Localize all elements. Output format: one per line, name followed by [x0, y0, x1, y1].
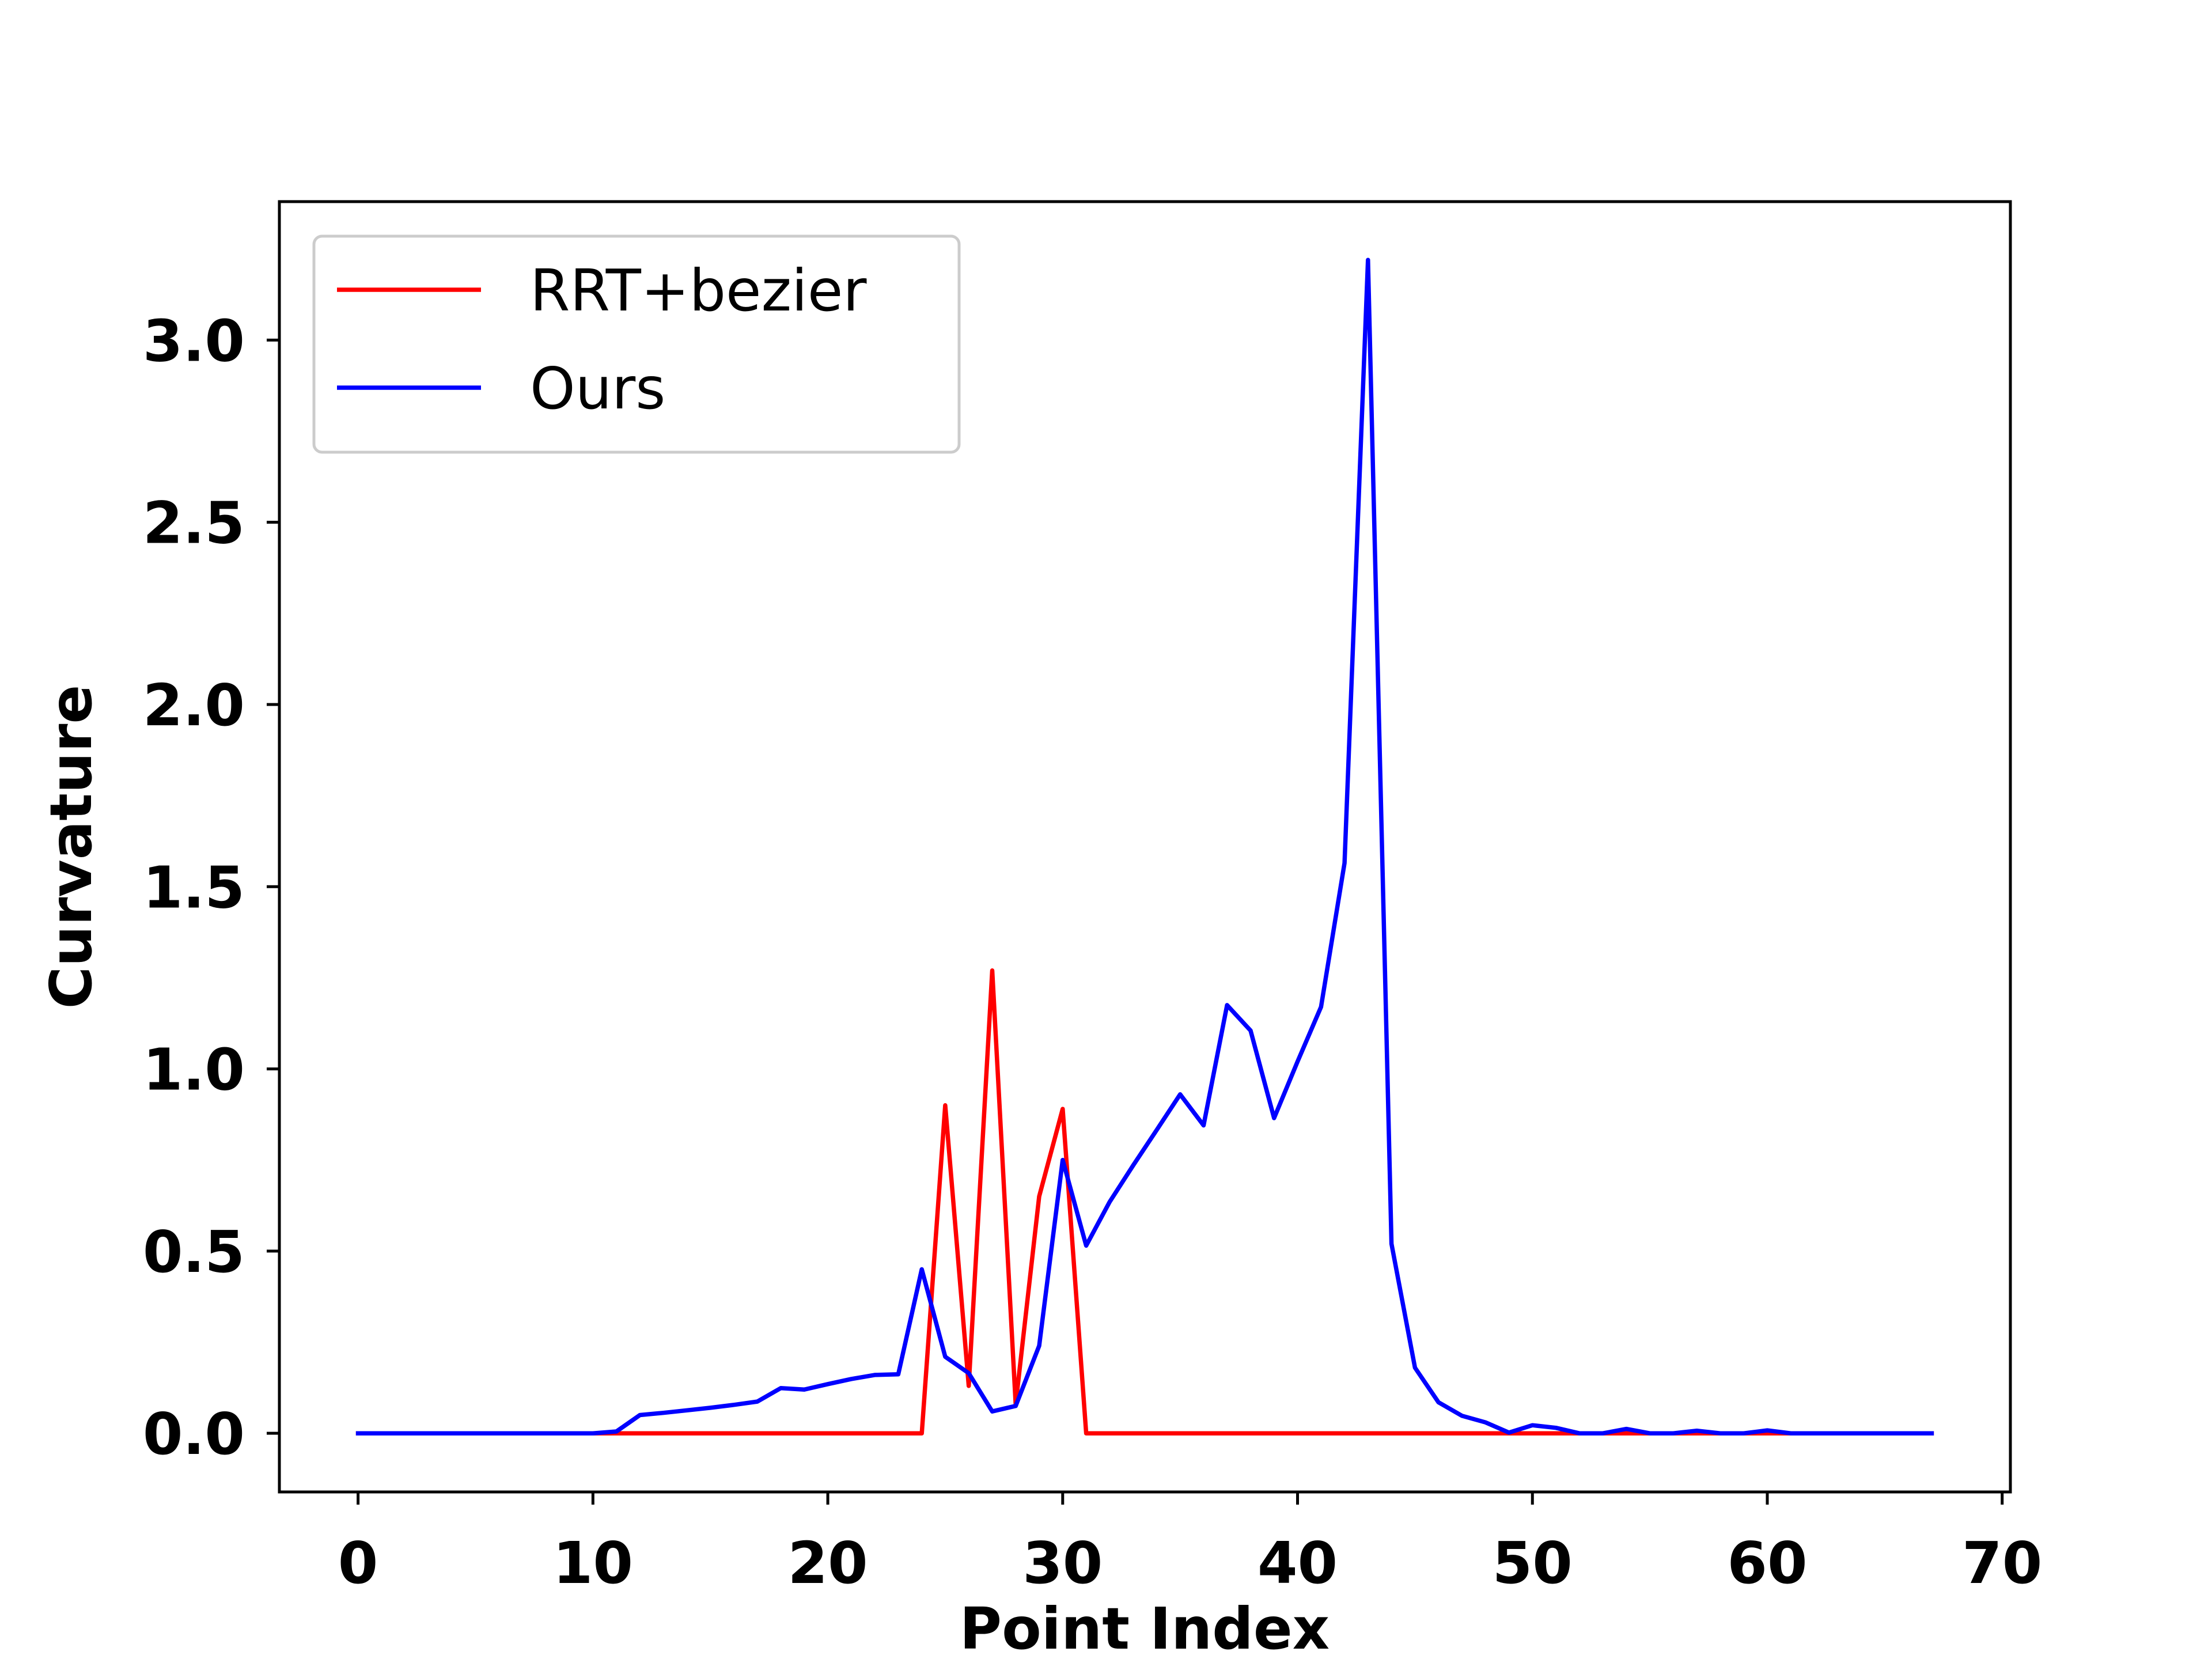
y-tick-label: 0.5	[143, 1218, 245, 1286]
series-line-rrt-bezier	[355, 968, 1934, 1435]
x-tick-label: 60	[1727, 1529, 1807, 1597]
y-tick-label: 2.5	[143, 490, 245, 557]
legend: RRT+bezier Ours	[312, 234, 961, 454]
legend-label: RRT+bezier	[530, 257, 867, 324]
y-tick-label: 3.0	[143, 307, 245, 374]
plot-frame	[278, 200, 2012, 1494]
y-tick-label: 1.0	[143, 1036, 245, 1104]
x-tick-label: 70	[1962, 1529, 2042, 1597]
x-axis: 0 10 20 30 40 50 60 70	[338, 1492, 2042, 1597]
x-tick-label: 0	[338, 1529, 378, 1597]
x-axis-label: Point Index	[960, 1595, 1330, 1659]
y-tick-label: 0.0	[143, 1400, 245, 1468]
x-tick-label: 40	[1257, 1529, 1338, 1597]
y-axis: 0.0 0.5 1.0 1.5 2.0 2.5 3.0	[143, 307, 279, 1468]
x-tick-label: 30	[1022, 1529, 1103, 1597]
legend-label: Ours	[530, 355, 665, 422]
x-tick-label: 20	[787, 1529, 868, 1597]
x-tick-label: 10	[553, 1529, 633, 1597]
y-tick-label: 2.0	[143, 672, 245, 739]
x-tick-label: 50	[1493, 1529, 1573, 1597]
y-axis-label: Curvature	[37, 685, 105, 1009]
y-tick-label: 1.5	[143, 854, 245, 921]
series-line-ours	[355, 257, 1934, 1435]
plot-lines	[355, 257, 1934, 1435]
